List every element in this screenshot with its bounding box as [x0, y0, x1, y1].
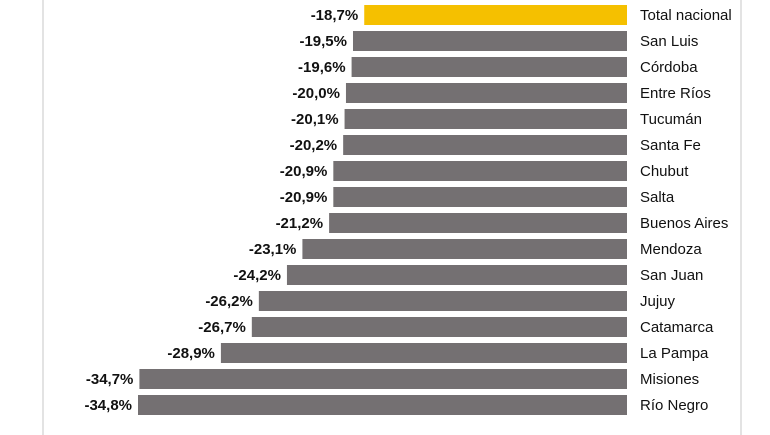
bar-buenos-aires — [329, 213, 627, 233]
category-label-entre-rios: Entre Ríos — [640, 85, 711, 102]
bar-tucuman — [344, 109, 627, 129]
category-label-san-juan: San Juan — [640, 267, 703, 284]
category-label-chubut: Chubut — [640, 163, 689, 180]
value-label-san-juan: -24,2% — [233, 267, 281, 284]
category-label-catamarca: Catamarca — [640, 319, 714, 336]
value-label-la-pampa: -28,9% — [167, 345, 215, 362]
value-label-mendoza: -23,1% — [249, 241, 297, 258]
bar-total-nacional — [364, 5, 627, 25]
value-label-buenos-aires: -21,2% — [276, 215, 324, 232]
bar-entre-rios — [345, 83, 627, 103]
category-label-total-nacional: Total nacional — [640, 7, 732, 24]
value-label-rio-negro: -34,8% — [84, 397, 132, 414]
value-label-chubut: -20,9% — [280, 163, 328, 180]
bar-jujuy — [258, 291, 627, 311]
category-label-cordoba: Córdoba — [640, 59, 698, 76]
category-label-tucuman: Tucumán — [640, 111, 702, 128]
category-label-buenos-aires: Buenos Aires — [640, 215, 728, 232]
right-border — [740, 0, 742, 435]
value-label-total-nacional: -18,7% — [311, 7, 359, 24]
value-label-misiones: -34,7% — [86, 371, 134, 388]
bar-catamarca — [251, 317, 627, 337]
bar-santa-fe — [343, 135, 627, 155]
value-label-salta: -20,9% — [280, 189, 328, 206]
bar-misiones — [139, 369, 628, 389]
value-label-santa-fe: -20,2% — [290, 137, 338, 154]
value-label-jujuy: -26,2% — [205, 293, 253, 310]
bar-mendoza — [302, 239, 627, 259]
value-label-catamarca: -26,7% — [198, 319, 246, 336]
category-label-santa-fe: Santa Fe — [640, 137, 701, 154]
value-label-cordoba: -19,6% — [298, 59, 346, 76]
value-label-entre-rios: -20,0% — [292, 85, 340, 102]
bar-la-pampa — [220, 343, 628, 363]
left-border — [42, 0, 44, 435]
category-label-la-pampa: La Pampa — [640, 345, 709, 362]
category-label-salta: Salta — [640, 189, 675, 206]
category-label-mendoza: Mendoza — [640, 241, 702, 258]
category-label-misiones: Misiones — [640, 371, 699, 388]
value-label-san-luis: -19,5% — [299, 33, 347, 50]
category-label-jujuy: Jujuy — [640, 293, 676, 310]
category-label-rio-negro: Río Negro — [640, 397, 708, 414]
bar-san-luis — [352, 31, 627, 51]
value-label-tucuman: -20,1% — [291, 111, 339, 128]
bar-salta — [333, 187, 627, 207]
bar-san-juan — [286, 265, 627, 285]
bar-chubut — [333, 161, 627, 181]
category-label-san-luis: San Luis — [640, 33, 698, 50]
bar-cordoba — [351, 57, 627, 77]
bar-rio-negro — [138, 395, 627, 415]
